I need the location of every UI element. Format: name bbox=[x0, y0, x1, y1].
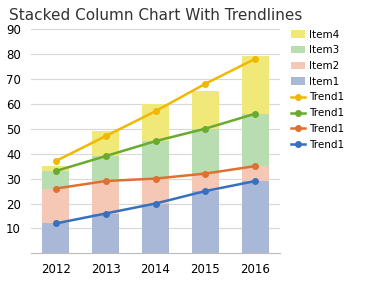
Bar bbox=[42, 223, 70, 253]
Bar bbox=[192, 191, 219, 253]
Bar bbox=[242, 56, 269, 114]
Bar bbox=[142, 179, 169, 204]
Bar bbox=[42, 166, 70, 171]
Bar bbox=[192, 129, 219, 174]
Bar bbox=[42, 189, 70, 223]
Bar bbox=[92, 181, 119, 213]
Legend: Item4, Item3, Item2, Item1, Trend1, Trend1, Trend1, Trend1: Item4, Item3, Item2, Item1, Trend1, Tren… bbox=[291, 29, 344, 150]
Bar bbox=[192, 174, 219, 191]
Bar bbox=[192, 91, 219, 129]
Bar bbox=[92, 156, 119, 181]
Bar bbox=[242, 181, 269, 253]
Bar bbox=[142, 104, 169, 141]
Bar bbox=[242, 114, 269, 166]
Bar bbox=[92, 131, 119, 156]
Bar bbox=[242, 166, 269, 181]
Title: Stacked Column Chart With Trendlines: Stacked Column Chart With Trendlines bbox=[9, 8, 302, 23]
Bar bbox=[92, 213, 119, 253]
Bar bbox=[42, 171, 70, 189]
Bar bbox=[142, 141, 169, 179]
Bar bbox=[142, 204, 169, 253]
